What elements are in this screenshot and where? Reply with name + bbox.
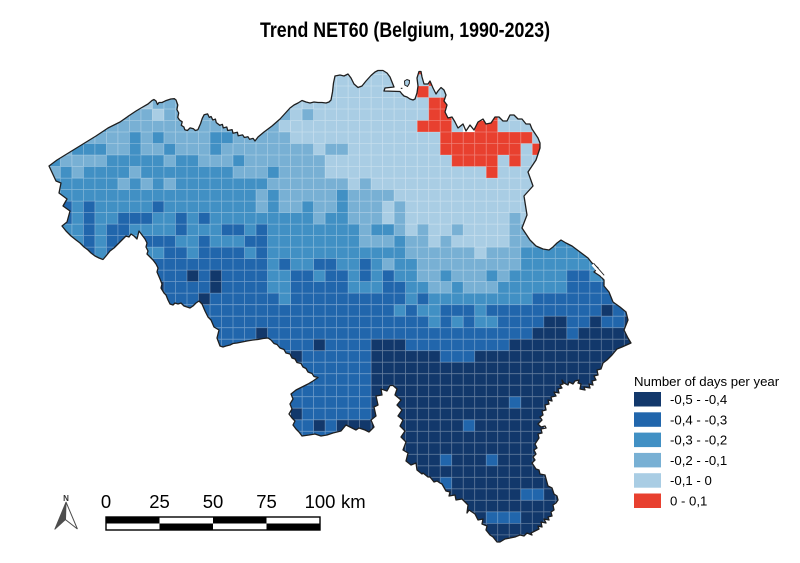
svg-text:-0,1 - 0: -0,1 - 0 bbox=[670, 473, 712, 488]
svg-text:N: N bbox=[63, 494, 69, 503]
svg-text:-0,5 - -0,4: -0,5 - -0,4 bbox=[670, 392, 727, 407]
svg-text:Number of days per year: Number of days per year bbox=[634, 374, 780, 389]
svg-text:0: 0 bbox=[101, 491, 111, 512]
svg-text:km: km bbox=[341, 491, 366, 512]
svg-text:Trend NET60 (Belgium, 1990-202: Trend NET60 (Belgium, 1990-2023) bbox=[260, 19, 550, 42]
svg-text:-0,2 - -0,1: -0,2 - -0,1 bbox=[670, 453, 727, 468]
svg-text:-0,4 - -0,3: -0,4 - -0,3 bbox=[670, 412, 727, 427]
svg-text:-0,3 - -0,2: -0,3 - -0,2 bbox=[670, 433, 727, 448]
svg-text:100: 100 bbox=[305, 491, 336, 512]
svg-text:50: 50 bbox=[203, 491, 224, 512]
svg-text:75: 75 bbox=[256, 491, 277, 512]
svg-text:0 - 0,1: 0 - 0,1 bbox=[670, 494, 707, 509]
svg-text:25: 25 bbox=[149, 491, 170, 512]
